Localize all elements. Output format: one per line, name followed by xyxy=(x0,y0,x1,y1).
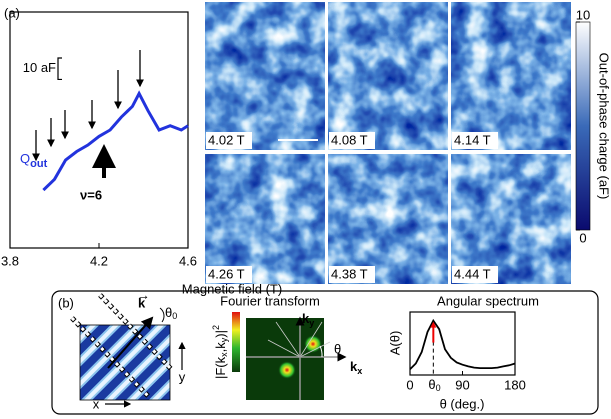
panel-label: (a) xyxy=(4,5,20,20)
field-image xyxy=(205,154,325,284)
fourier-title: Fourier transform xyxy=(220,293,320,308)
y-label: y xyxy=(179,369,186,384)
x-tick-label: 4.2 xyxy=(90,253,108,268)
theta-sub: 0 xyxy=(436,383,441,393)
theta-sub: 0 xyxy=(172,311,177,321)
field-image xyxy=(328,2,448,150)
fourier-image xyxy=(246,316,347,400)
image-label: 4.08 T xyxy=(331,132,368,147)
fourier-colorbar-label: |F(kx,ky)|2 xyxy=(211,325,229,379)
k-label: k xyxy=(138,295,146,310)
theta-label: θ xyxy=(334,341,341,356)
angular-ylabel: A(θ) xyxy=(387,331,402,356)
spectrum-line xyxy=(409,318,516,370)
image-label: 4.26 T xyxy=(208,266,245,281)
fourier-colorbar xyxy=(232,312,240,372)
series-label-main: Q xyxy=(20,151,30,166)
label-sup: 2 xyxy=(211,325,221,330)
scale-bar-label: 10 aF xyxy=(23,60,56,75)
angular-title: Angular spectrum xyxy=(437,293,539,308)
colorbar-label: Out-of-phase charge (aF) xyxy=(597,53,611,200)
image-label: 4.38 T xyxy=(331,266,368,281)
x-tick-label: 90 xyxy=(455,377,469,392)
label-part: )| xyxy=(213,330,228,338)
k: k xyxy=(302,311,310,326)
image-label-bg xyxy=(452,132,498,149)
image-label-bg xyxy=(206,266,252,283)
image-grid: 4.02 T 4.08 T 4.14 T 4.26 T 4.38 T 4.44 T xyxy=(205,2,571,284)
peak-label: θ0 xyxy=(428,377,440,393)
field-image xyxy=(451,2,571,150)
theta: θ xyxy=(428,377,435,392)
field-image xyxy=(328,154,448,284)
image-label: 4.14 T xyxy=(454,132,491,147)
arrows xyxy=(32,50,144,178)
x-tick-label: 3.8 xyxy=(1,253,19,268)
theta: θ xyxy=(165,305,172,320)
colorbar-tick-label: 0 xyxy=(579,230,586,245)
panel-b-box xyxy=(51,290,599,415)
colorbar-tick-label: 10 xyxy=(576,7,590,22)
line xyxy=(42,90,189,192)
colorbar xyxy=(575,21,591,231)
image-label-bg xyxy=(452,266,498,283)
image-label: 4.02 T xyxy=(208,132,245,147)
theta0-label: θ0 xyxy=(165,305,177,321)
x-tick-label: 4.6 xyxy=(179,253,197,268)
label-sub: x xyxy=(219,352,229,357)
field-image xyxy=(205,2,325,150)
x-label: x xyxy=(93,396,100,411)
k-arrow: → xyxy=(137,287,150,302)
schematic xyxy=(70,293,186,408)
image-label-bg xyxy=(206,132,252,149)
k-sub: y xyxy=(309,318,314,328)
label-part: ,k xyxy=(213,342,228,353)
x-axis-label: Magnetic field (T) xyxy=(182,281,282,296)
angular-xlabel: θ (deg.) xyxy=(440,396,485,411)
ky-label: ky xyxy=(302,311,314,328)
field-image xyxy=(451,154,571,284)
k: k xyxy=(350,359,358,374)
x-tick-label: 180 xyxy=(504,377,526,392)
image-label-bg xyxy=(329,132,375,149)
peak-arrowhead xyxy=(430,321,437,328)
panel-label: (b) xyxy=(58,295,74,310)
image-label: 4.44 T xyxy=(454,266,491,281)
kx-label: kx xyxy=(350,359,362,376)
k-sub: x xyxy=(357,366,362,376)
scale-bar xyxy=(57,57,62,81)
image-label-bg xyxy=(329,266,375,283)
label-sub: y xyxy=(219,337,229,342)
series-label-sub: out xyxy=(30,158,47,170)
annotation: ν=6 xyxy=(80,187,102,202)
x-tick-label: 0 xyxy=(406,377,413,392)
series-label: Qout xyxy=(20,151,48,169)
label-part: |F(k xyxy=(213,356,228,379)
